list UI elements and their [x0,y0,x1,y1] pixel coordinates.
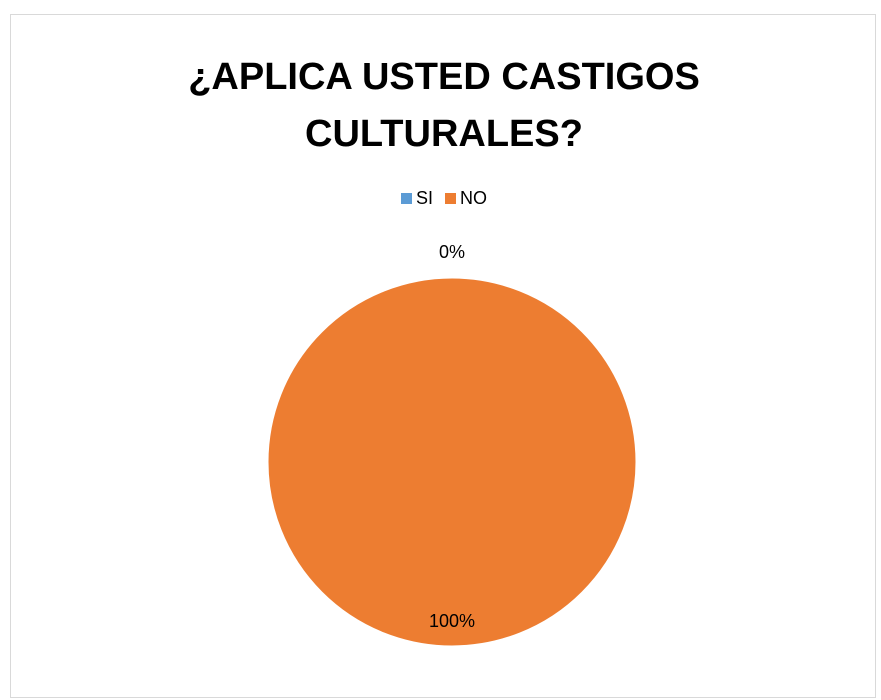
data-label-no: 100% [429,611,475,631]
legend-label-si: SI [415,188,433,208]
legend: SI NO [11,188,877,209]
legend-swatch-si [400,193,412,204]
legend-item-no: NO [445,188,487,209]
legend-label-no: NO [460,188,487,208]
chart-title: ¿APLICA USTED CASTIGOS CULTURALES? [11,49,877,163]
pie-chart: 0% 100% [267,242,637,647]
legend-swatch-no [445,193,456,204]
legend-item-si: SI [400,188,433,209]
chart-title-line-2: CULTURALES? [305,113,583,155]
chart-title-line-1: ¿APLICA USTED CASTIGOS [188,56,700,98]
data-label-si: 0% [439,242,465,262]
pie-slice-no [267,277,637,647]
chart-area: ¿APLICA USTED CASTIGOS CULTURALES? SI NO… [10,14,876,698]
